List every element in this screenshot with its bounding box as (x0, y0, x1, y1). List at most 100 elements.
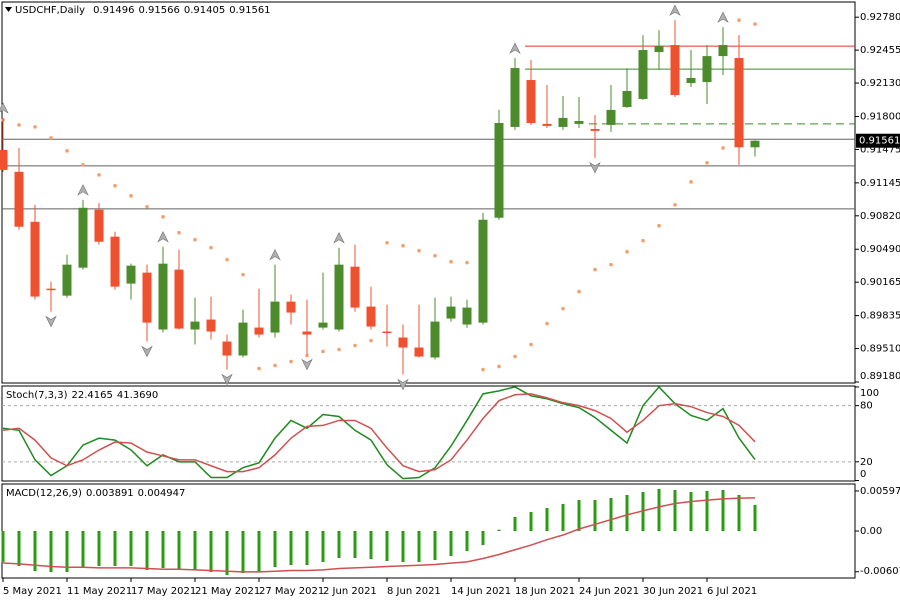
sar-dot (33, 125, 37, 129)
x-tick-label: 8 Jun 2021 (387, 586, 441, 597)
sar-dot (433, 253, 437, 258)
stoch-panel (1, 385, 856, 482)
histogram-bar (33, 531, 37, 572)
sar-dot (577, 289, 581, 294)
x-tick-label: 14 Jun 2021 (451, 586, 511, 597)
candle-body (238, 322, 248, 356)
candle-body (0, 149, 8, 170)
histogram-bar (449, 531, 453, 557)
sar-dot (625, 249, 629, 254)
histogram-bar (689, 491, 693, 531)
candle-body (574, 120, 584, 124)
fractal-up (669, 4, 681, 16)
candle-body (750, 140, 760, 148)
sar-dot (305, 353, 309, 358)
histogram-bar (193, 531, 197, 571)
symbol-title: USDCHF,Daily (15, 5, 85, 16)
y-tick-label: 0.91475 (860, 144, 900, 155)
histogram-bar (209, 531, 213, 573)
histogram-bar (161, 531, 165, 569)
stoch-header: Stoch(7,3,3) 22.4165 41.3690 (6, 390, 158, 401)
sar-dot (657, 223, 661, 228)
histogram-bar (673, 489, 677, 531)
sar-dot (177, 230, 181, 235)
sar-dot (81, 163, 85, 167)
histogram-bar (273, 531, 277, 568)
low-reading: 0.91405 (184, 5, 225, 16)
candle-body (62, 264, 72, 296)
indicator-line (2, 385, 756, 480)
sar-dot (417, 248, 421, 253)
candle-body (462, 307, 472, 325)
candle-body (446, 306, 456, 319)
stoch-main-reading: 22.4165 (71, 390, 112, 401)
y-tick-label: -0.006078 (860, 566, 900, 577)
stoch-title: Stoch(7,3,3) (6, 390, 68, 401)
candle-body (270, 301, 280, 333)
histogram-bar (289, 531, 293, 565)
sar-dot (529, 342, 533, 347)
histogram-bar (49, 531, 53, 573)
candle-body (734, 58, 744, 148)
candle-body (622, 90, 632, 107)
sar-dot (497, 364, 501, 369)
candle-body (398, 337, 408, 348)
y-tick-label: 80 (860, 401, 873, 412)
y-tick-label: 0.00 (860, 526, 882, 537)
sar-dot (257, 366, 261, 371)
candle-body (318, 322, 328, 328)
candle-body (686, 77, 696, 84)
candle-body (126, 265, 136, 284)
x-tick-label: 27 May 2021 (259, 586, 324, 597)
main-header: USDCHF,Daily 0.91496 0.91566 0.91405 0.91561 (15, 5, 271, 16)
high-reading: 0.91566 (138, 5, 179, 16)
x-tick-label: 2 Jun 2021 (323, 586, 377, 597)
sar-dot (161, 215, 165, 219)
sar-dot (65, 149, 69, 153)
candle-body (78, 207, 88, 268)
x-tick-label: 21 May 2021 (195, 586, 260, 597)
y-tick-label: 0.89180 (860, 371, 900, 382)
sar-dot (225, 257, 229, 262)
macd-main-reading: 0.003891 (86, 488, 134, 499)
x-tick-label: 18 Jun 2021 (515, 586, 575, 597)
sar-dot (273, 363, 277, 368)
macd-header: MACD(12,26,9) 0.003891 0.004947 (6, 488, 185, 499)
histogram-bar (705, 490, 709, 531)
candle-body (606, 109, 616, 125)
histogram-bar (177, 531, 181, 571)
sar-dot (513, 354, 517, 359)
histogram-bar (577, 499, 581, 531)
histogram-bar (401, 531, 405, 563)
candle-body (94, 209, 104, 242)
candle-body (286, 301, 296, 313)
histogram-bar (721, 489, 725, 531)
sar-dot (465, 260, 469, 265)
histogram-bar (753, 504, 757, 531)
candle-body (110, 236, 120, 287)
fractal-down (141, 345, 153, 358)
sar-dot (401, 243, 405, 248)
y-tick-label: 0.89835 (860, 311, 900, 322)
y-tick-label: 100 (860, 388, 879, 399)
y-tick-label: 0.005971 (860, 486, 900, 497)
histogram-bar (257, 531, 261, 573)
histogram-bar (481, 531, 485, 546)
fractal-down (301, 358, 313, 371)
candle-body (46, 288, 56, 291)
histogram-bar (1, 531, 5, 563)
fractal-down (45, 315, 57, 328)
histogram-bar (609, 497, 613, 531)
x-tick-label: 11 May 2021 (67, 586, 132, 597)
candle-body (222, 341, 232, 356)
histogram-bar (433, 531, 437, 561)
sar-dot (737, 18, 741, 22)
y-tick-label: 0.92455 (860, 45, 900, 56)
candle-body (478, 219, 488, 323)
histogram-bar (657, 488, 661, 531)
sar-dot (97, 173, 101, 177)
candle-body (302, 331, 312, 335)
sar-dot (289, 359, 293, 364)
histogram-bar (305, 531, 309, 565)
